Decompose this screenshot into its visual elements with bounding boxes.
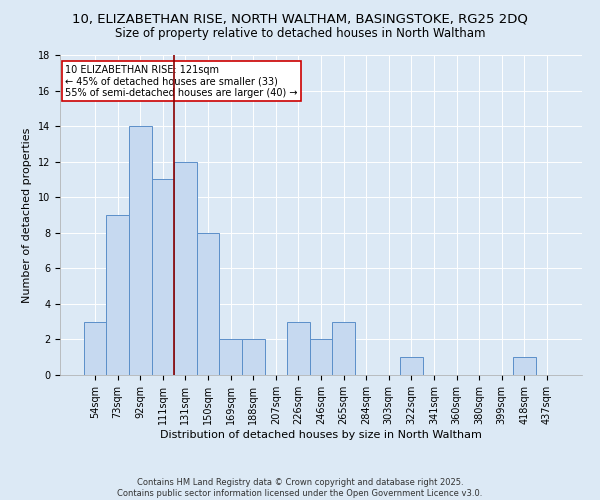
Bar (152, 180, 174, 375)
Bar (400, 357, 422, 375)
Bar (242, 340, 265, 375)
Bar (332, 322, 355, 375)
Bar (197, 233, 220, 375)
Bar (513, 357, 536, 375)
Bar (310, 340, 332, 375)
Y-axis label: Number of detached properties: Number of detached properties (22, 128, 32, 302)
Bar (106, 215, 129, 375)
Bar (84, 322, 106, 375)
Bar (287, 322, 310, 375)
Bar (174, 162, 197, 375)
Bar (129, 126, 152, 375)
Text: 10, ELIZABETHAN RISE, NORTH WALTHAM, BASINGSTOKE, RG25 2DQ: 10, ELIZABETHAN RISE, NORTH WALTHAM, BAS… (72, 12, 528, 26)
Text: 10 ELIZABETHAN RISE: 121sqm
← 45% of detached houses are smaller (33)
55% of sem: 10 ELIZABETHAN RISE: 121sqm ← 45% of det… (65, 64, 298, 98)
X-axis label: Distribution of detached houses by size in North Waltham: Distribution of detached houses by size … (160, 430, 482, 440)
Text: Contains HM Land Registry data © Crown copyright and database right 2025.
Contai: Contains HM Land Registry data © Crown c… (118, 478, 482, 498)
Text: Size of property relative to detached houses in North Waltham: Size of property relative to detached ho… (115, 28, 485, 40)
Bar (220, 340, 242, 375)
